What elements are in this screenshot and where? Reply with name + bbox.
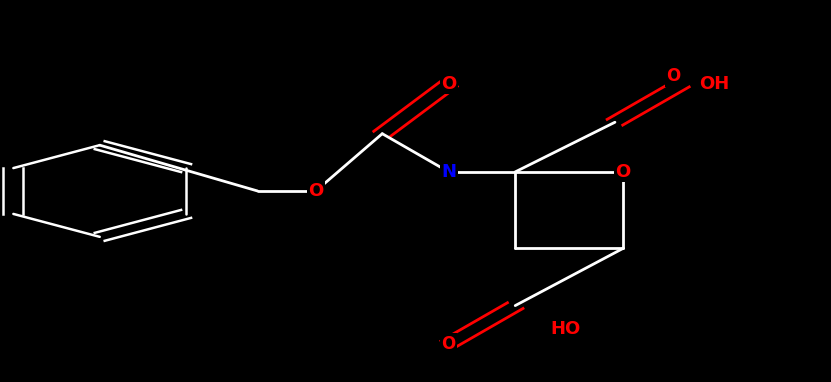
Text: O: O xyxy=(441,335,456,353)
Text: OH: OH xyxy=(700,75,730,93)
Text: O: O xyxy=(441,75,456,93)
Text: HO: HO xyxy=(550,319,580,338)
Text: O: O xyxy=(308,182,323,200)
Text: O: O xyxy=(616,163,631,181)
Text: N: N xyxy=(441,163,456,181)
Text: O: O xyxy=(666,67,681,86)
